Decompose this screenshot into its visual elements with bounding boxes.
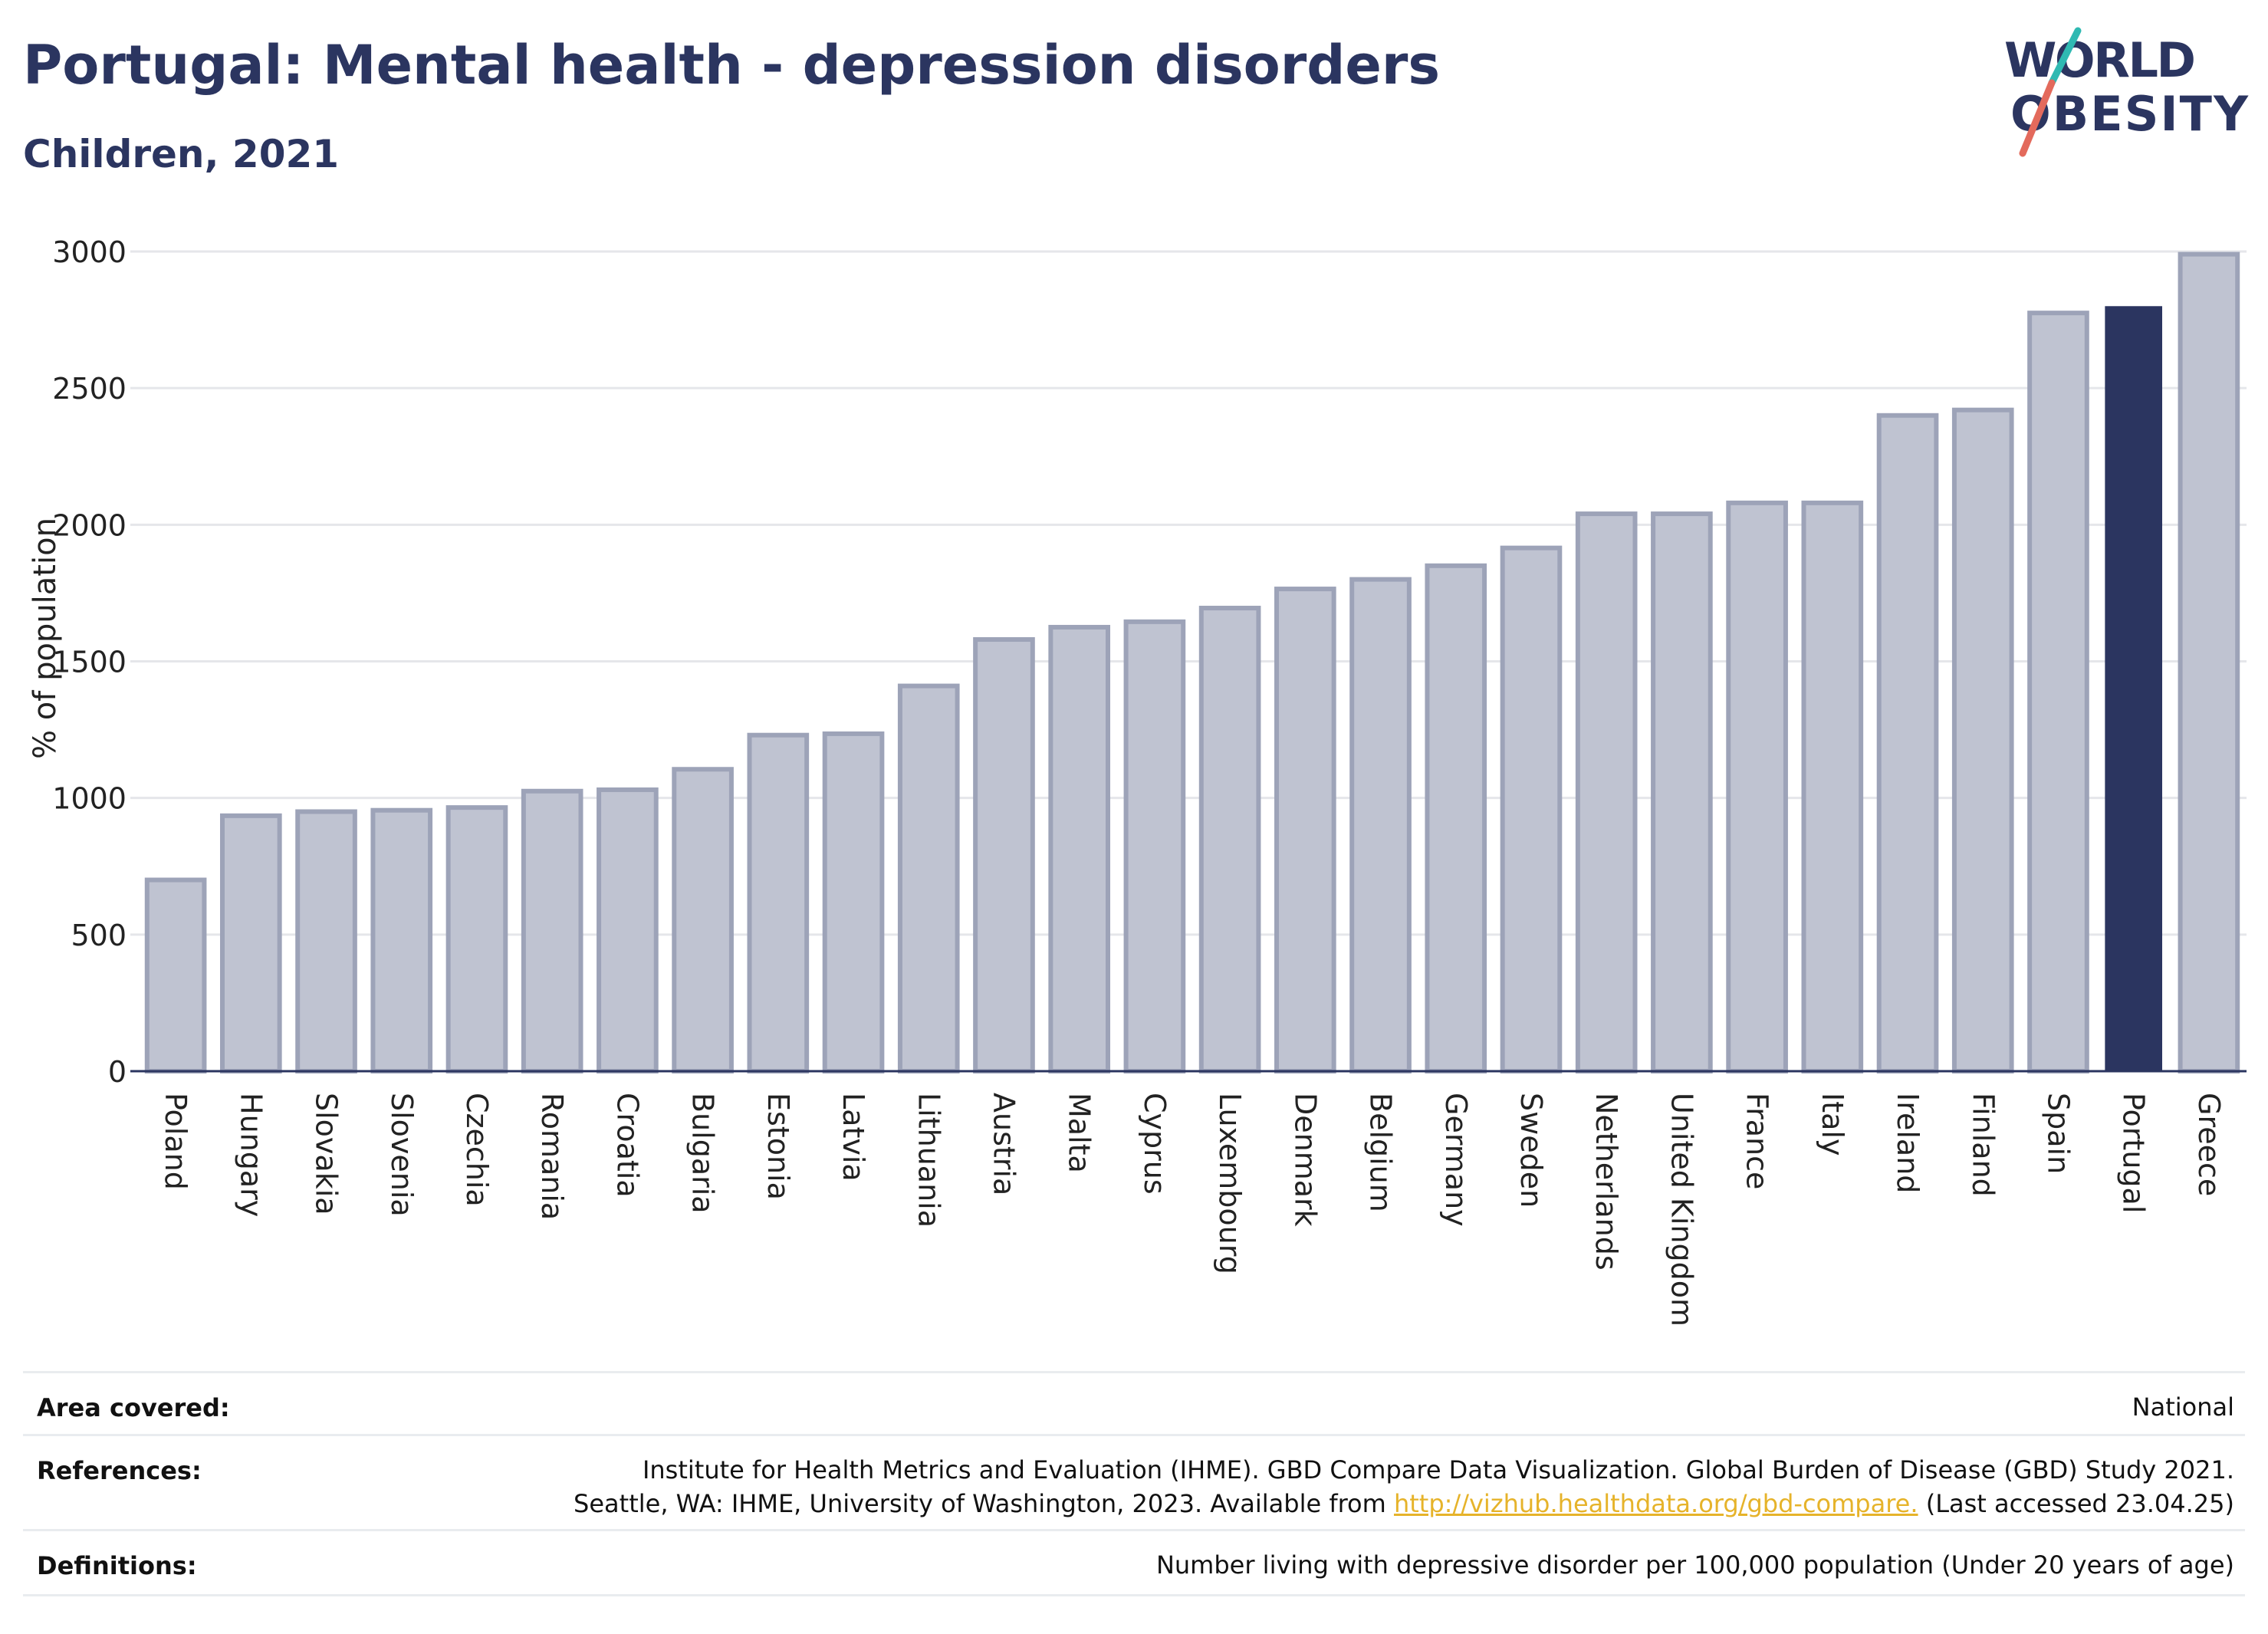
references-line-2: Seattle, WA: IHME, University of Washing… <box>574 1487 2234 1521</box>
references-label: References: <box>37 1456 202 1485</box>
x-tick-label: Estonia <box>761 1093 795 1200</box>
x-tick-label: Belgium <box>1364 1093 1398 1212</box>
bar-austria <box>973 636 1035 1073</box>
x-tick-label: Slovenia <box>385 1093 419 1217</box>
y-axis-ticks: 0 500 1000 1500 2000 2500 3000 <box>52 235 127 1089</box>
x-tick-label: Latvia <box>837 1093 870 1182</box>
world-obesity-logo: WORLD OBESITY <box>2004 27 2249 157</box>
bar-poland <box>144 877 207 1073</box>
bar-croatia <box>597 787 659 1074</box>
area-covered-row: Area covered: National <box>23 1371 2245 1436</box>
references-line-2-text: Seattle, WA: IHME, University of Washing… <box>574 1489 1386 1518</box>
x-tick-label: Austria <box>987 1093 1021 1195</box>
bar-italy <box>1801 500 1864 1073</box>
page-title: Portugal: Mental health - depression dis… <box>23 34 1441 97</box>
x-tick-label: Sweden <box>1514 1093 1548 1208</box>
x-tick-label: Bulgaria <box>686 1093 720 1214</box>
y-tick-label: 3000 <box>52 235 127 269</box>
bar-united-kingdom <box>1651 511 1713 1073</box>
x-tick-label: United Kingdom <box>1665 1093 1698 1327</box>
definitions-value: Number living with depressive disorder p… <box>1155 1550 2234 1580</box>
bar-finland <box>1951 407 2014 1073</box>
x-tick-label: Spain <box>2041 1093 2075 1174</box>
x-tick-label: Portugal <box>2117 1093 2151 1213</box>
bar-netherlands <box>1575 511 1638 1073</box>
bar-cyprus <box>1123 619 1186 1073</box>
bar-bulgaria <box>672 767 734 1073</box>
references-row: References: Institute for Health Metrics… <box>23 1434 2245 1531</box>
y-tick-label: 2000 <box>52 508 127 542</box>
bar-ireland <box>1876 413 1939 1073</box>
x-tick-label: Ireland <box>1891 1093 1925 1193</box>
bars <box>144 252 2240 1074</box>
x-tick-label: Finland <box>1966 1093 2000 1197</box>
y-tick-label: 2500 <box>52 372 127 406</box>
x-tick-label: France <box>1740 1093 1774 1189</box>
x-tick-label: Cyprus <box>1138 1093 1172 1195</box>
bar-latvia <box>822 731 885 1073</box>
bar-lithuania <box>897 683 960 1073</box>
x-axis-labels: Poland Hungary Slovakia Slovenia Czechia Roma… <box>159 1093 2226 1327</box>
bar-spain <box>2027 311 2089 1073</box>
bar-romania <box>521 788 583 1073</box>
bar-sweden <box>1500 545 1563 1073</box>
bar-slovakia <box>295 809 357 1073</box>
area-covered-value: National <box>2132 1392 2234 1422</box>
y-tick-label: 1000 <box>52 782 127 816</box>
x-tick-label: Croatia <box>610 1093 644 1198</box>
area-covered-label: Area covered: <box>37 1393 230 1422</box>
bar-slovenia <box>370 807 433 1073</box>
bar-belgium <box>1349 577 1412 1073</box>
y-tick-label: 500 <box>71 919 127 952</box>
references-link[interactable]: http://vizhub.healthdata.org/gbd-compare… <box>1393 1489 1918 1518</box>
x-tick-label: Romania <box>535 1093 569 1220</box>
page-subtitle: Children, 2021 <box>23 132 340 176</box>
y-axis-label: % of population <box>28 518 63 759</box>
x-tick-label: Slovakia <box>310 1093 343 1215</box>
bar-czechia <box>445 805 508 1073</box>
bar-chart: 0 500 1000 1500 2000 2500 3000 Poland Hungary Sl… <box>28 235 2247 1327</box>
bar-luxembourg <box>1198 606 1261 1073</box>
y-tick-label: 0 <box>108 1055 127 1089</box>
x-tick-label: Netherlands <box>1589 1093 1623 1271</box>
bar-greece <box>2178 252 2240 1073</box>
x-tick-label: Malta <box>1063 1093 1096 1173</box>
x-tick-label: Germany <box>1439 1093 1473 1227</box>
x-tick-label: Greece <box>2192 1093 2226 1196</box>
x-tick-label: Denmark <box>1288 1093 1322 1227</box>
definitions-label: Definitions: <box>37 1551 197 1580</box>
definitions-row: Definitions: Number living with depressi… <box>23 1529 2245 1596</box>
bar-denmark <box>1274 587 1336 1073</box>
y-tick-label: 1500 <box>52 646 127 679</box>
x-tick-label: Luxembourg <box>1213 1093 1247 1274</box>
x-tick-label: Poland <box>159 1093 192 1190</box>
x-tick-label: Italy <box>1816 1093 1849 1156</box>
bar-germany <box>1425 563 1487 1073</box>
x-tick-label: Hungary <box>234 1093 268 1217</box>
bar-hungary <box>220 813 282 1074</box>
references-value: Institute for Health Metrics and Evaluat… <box>574 1453 2234 1521</box>
x-tick-label: Lithuania <box>912 1093 945 1228</box>
bar-malta <box>1048 624 1111 1073</box>
x-tick-label: Czechia <box>460 1093 494 1207</box>
references-access-note: (Last accessed 23.04.25) <box>1925 1489 2234 1518</box>
bar-portugal <box>2105 306 2162 1071</box>
bar-estonia <box>747 732 810 1074</box>
bar-france <box>1726 500 1788 1073</box>
svg-text:WORLD: WORLD <box>2004 32 2196 88</box>
references-line-1: Institute for Health Metrics and Evaluat… <box>642 1455 2234 1484</box>
